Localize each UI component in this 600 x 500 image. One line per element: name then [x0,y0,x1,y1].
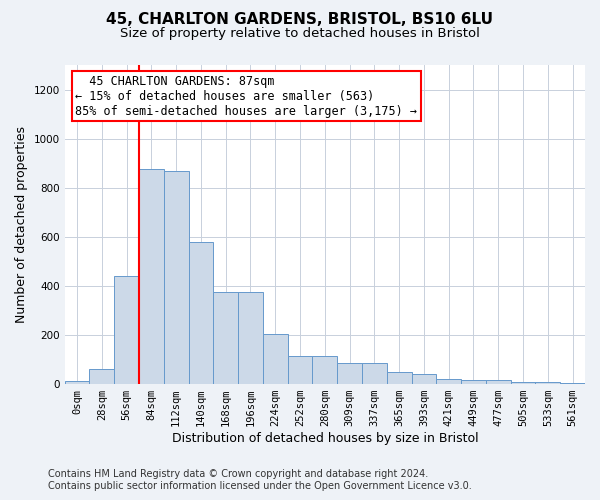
Bar [114,276,139,384]
X-axis label: Distribution of detached houses by size in Bristol: Distribution of detached houses by size … [172,432,478,445]
Bar [287,356,313,384]
Bar [164,170,188,384]
Text: Size of property relative to detached houses in Bristol: Size of property relative to detached ho… [120,28,480,40]
Text: Contains public sector information licensed under the Open Government Licence v3: Contains public sector information licen… [48,481,472,491]
Text: 45 CHARLTON GARDENS: 87sqm
← 15% of detached houses are smaller (563)
85% of sem: 45 CHARLTON GARDENS: 87sqm ← 15% of deta… [75,74,417,118]
Bar [214,292,238,384]
Bar [412,374,436,384]
Bar [535,382,560,384]
Bar [139,170,164,384]
Text: Contains HM Land Registry data © Crown copyright and database right 2024.: Contains HM Land Registry data © Crown c… [48,469,428,479]
Bar [238,292,263,384]
Bar [436,378,461,384]
Bar [387,372,412,384]
Bar [263,334,287,384]
Y-axis label: Number of detached properties: Number of detached properties [15,126,28,323]
Bar [65,381,89,384]
Bar [89,368,114,384]
Bar [461,380,486,384]
Bar [188,242,214,384]
Text: 45, CHARLTON GARDENS, BRISTOL, BS10 6LU: 45, CHARLTON GARDENS, BRISTOL, BS10 6LU [107,12,493,28]
Bar [560,383,585,384]
Bar [337,363,362,384]
Bar [511,382,535,384]
Bar [362,363,387,384]
Bar [313,356,337,384]
Bar [486,380,511,384]
